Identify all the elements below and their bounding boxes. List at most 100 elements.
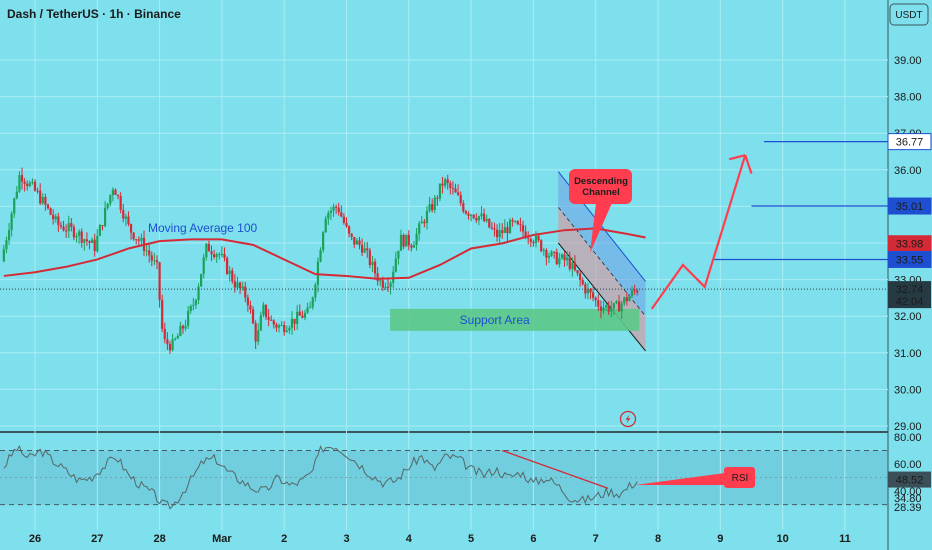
candle-body <box>20 175 24 182</box>
candle-body <box>132 232 135 240</box>
rsi-callout-label: RSI <box>732 473 749 484</box>
candle-body <box>106 203 109 208</box>
candle-body <box>550 251 553 256</box>
time-tick-label: 28 <box>153 533 165 545</box>
candle-body <box>415 233 418 246</box>
candle-body <box>358 240 361 245</box>
candle-body <box>168 344 172 351</box>
candle-body <box>342 216 346 223</box>
candle-body <box>319 250 322 262</box>
candle-body <box>231 270 234 282</box>
candle-body <box>52 214 55 220</box>
last-price-badge <box>888 281 931 309</box>
candle-body <box>298 311 301 316</box>
candle-body <box>537 235 540 241</box>
candle-body <box>480 213 483 217</box>
candle-body <box>91 239 94 243</box>
candle-body <box>615 301 618 304</box>
candle-body <box>153 260 156 262</box>
candle-body <box>28 182 31 186</box>
candle-body <box>630 290 634 297</box>
candle-body <box>272 320 275 325</box>
time-axis[interactable]: 26 27 28 Mar 2 3 4 5 6 7 8 9 10 11 <box>29 533 851 545</box>
candle-body <box>592 292 595 298</box>
candle-body <box>26 183 29 186</box>
candle-body <box>571 262 574 270</box>
rsi-value-badge <box>888 471 931 488</box>
price-tick-label: 36.00 <box>894 165 922 177</box>
candle-body <box>495 229 499 238</box>
target-badge <box>887 197 932 215</box>
candle-body <box>46 204 50 209</box>
lightning-icon[interactable] <box>619 410 637 428</box>
support-area[interactable]: Support Area <box>390 308 640 331</box>
candle-body <box>532 242 535 244</box>
price-axis-panel[interactable] <box>888 0 932 550</box>
candle-body <box>423 221 426 224</box>
candle-body <box>122 209 125 219</box>
candle-body <box>553 251 556 253</box>
candle-body <box>124 216 127 219</box>
candle-body <box>329 210 333 214</box>
callout-text-line2: Channel <box>582 187 619 198</box>
rsi-callout[interactable]: RSI <box>635 467 755 488</box>
candle-body <box>392 271 395 283</box>
time-axis-panel[interactable] <box>0 530 932 550</box>
candle-body <box>80 231 83 243</box>
candle-body <box>324 218 327 233</box>
candle-body <box>158 262 161 300</box>
candle-body <box>192 305 195 307</box>
pane-divider[interactable] <box>0 431 888 433</box>
candle-body <box>589 289 592 293</box>
candle-body <box>23 181 26 184</box>
projection-arrow[interactable] <box>650 154 753 310</box>
candle-body <box>573 262 577 271</box>
candle-body <box>628 296 631 302</box>
target-badge <box>887 133 932 151</box>
candle-body <box>610 308 613 312</box>
candle-body <box>350 233 353 237</box>
candle-body <box>241 286 244 289</box>
descending-channel-callout[interactable]: Descending Channel <box>569 169 632 253</box>
candle-body <box>441 183 444 186</box>
candle-body <box>306 307 309 313</box>
candle-body <box>470 214 473 216</box>
candle-body <box>67 223 70 232</box>
price-tick-label: 39.00 <box>894 55 922 67</box>
candle-body <box>407 234 410 246</box>
chart-title[interactable]: Dash / TetherUS · 1h · Binance <box>7 7 181 21</box>
candle-body <box>366 248 369 251</box>
candle-body <box>558 258 561 265</box>
candle-body <box>129 224 133 233</box>
moving-average-label[interactable]: Moving Average 100 <box>148 221 258 235</box>
candle-body <box>490 227 493 229</box>
candle-body <box>576 270 579 274</box>
candle-body <box>314 284 317 298</box>
currency-button[interactable]: USDT <box>889 3 929 26</box>
rsi-trendline <box>502 449 609 489</box>
candle-body <box>85 239 89 242</box>
candle-body <box>431 204 434 211</box>
candles-layer <box>2 167 639 354</box>
candle-body <box>602 307 605 311</box>
rsi-tick-label: 28.39 <box>894 502 922 514</box>
candle-body <box>368 250 371 266</box>
target-lines-layer <box>714 141 888 261</box>
candle-body <box>96 235 99 252</box>
candle-body <box>275 324 278 328</box>
candle-body <box>397 250 400 259</box>
candle-body <box>225 258 229 274</box>
time-tick-label: 2 <box>281 533 287 545</box>
candle-body <box>187 310 190 326</box>
candle-body <box>472 214 475 219</box>
callout-pointer <box>590 203 612 253</box>
candle-body <box>148 250 151 256</box>
candle-body <box>285 330 288 333</box>
callout-text-line1: Descending <box>574 176 628 187</box>
support-area-label: Support Area <box>460 313 530 327</box>
candle-body <box>542 250 545 252</box>
candle-body <box>451 187 455 189</box>
